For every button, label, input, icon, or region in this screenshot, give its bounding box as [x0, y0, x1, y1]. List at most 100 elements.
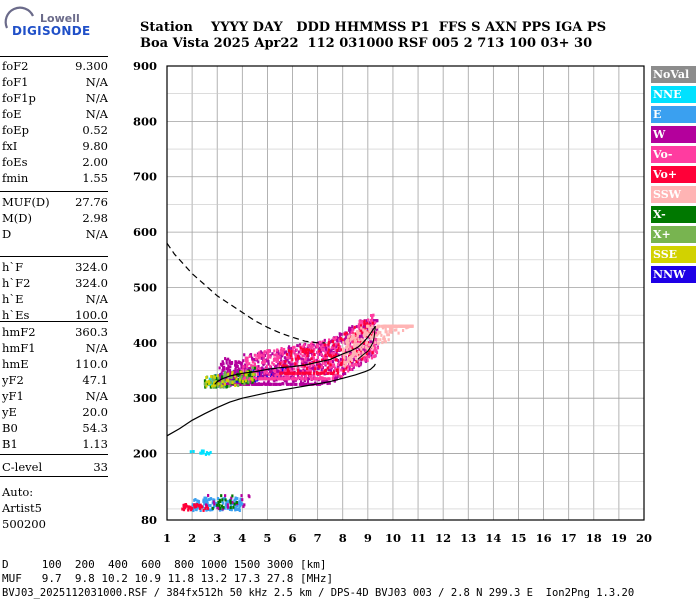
echo-point [350, 359, 354, 363]
echo-point [274, 364, 277, 368]
echo-point [315, 371, 319, 375]
header-line-1: Station YYYY DAY DDD HHMMSS P1 FFS S AXN… [140, 20, 607, 35]
echo-point [328, 371, 331, 375]
echo-point [237, 501, 240, 505]
parameter-name: D [2, 227, 12, 241]
echo-point [305, 362, 308, 366]
echo-point [235, 501, 238, 505]
echo-point [217, 503, 220, 507]
x-tick-label: 5 [263, 531, 271, 545]
echo-point [367, 324, 370, 328]
echo-point [205, 499, 209, 503]
echo-point [337, 343, 340, 347]
echo-point [343, 332, 346, 336]
echo-point [317, 382, 320, 386]
parameter-value: 9.80 [82, 139, 108, 153]
parameter-name: h`Es [2, 308, 30, 322]
echo-point [351, 349, 354, 353]
echo-point [191, 503, 194, 507]
echo-point [318, 349, 321, 353]
echo-point [261, 377, 264, 381]
echo-point [284, 361, 287, 365]
y-tick-label: 600 [133, 225, 157, 239]
echo-point [184, 506, 187, 510]
echo-point [248, 354, 251, 358]
echo-point [260, 353, 263, 357]
logo-text-lowell: Lowell [40, 12, 80, 25]
echo-point [351, 360, 354, 364]
parameter-name: foF1p [2, 91, 36, 105]
echo-point [207, 503, 210, 507]
legend-item: SSE [651, 246, 696, 263]
echo-point [308, 377, 311, 381]
echo-point [218, 499, 221, 503]
echo-point [331, 377, 335, 381]
echo-point [328, 367, 331, 371]
echo-point [351, 329, 354, 333]
echo-point [286, 382, 289, 386]
echo-point [352, 336, 356, 340]
x-tick-label: 1 [163, 531, 171, 545]
echo-point [203, 379, 207, 383]
echo-point [381, 324, 384, 328]
parameter-separator [0, 256, 108, 257]
echo-point [287, 349, 290, 353]
parameter-name: foEp [2, 123, 29, 137]
echo-point [343, 360, 346, 364]
echo-point [276, 348, 279, 352]
echo-point [365, 352, 369, 356]
echo-point [285, 364, 288, 368]
echo-point [317, 377, 320, 381]
echo-point [347, 359, 350, 363]
echo-point [244, 382, 248, 386]
echo-point [266, 356, 269, 360]
echo-point [351, 325, 354, 329]
echo-point [343, 337, 347, 341]
echo-point [258, 377, 261, 381]
echo-point [301, 359, 304, 363]
echo-point [309, 382, 312, 386]
echo-point [368, 321, 372, 325]
echo-point [276, 369, 279, 373]
parameter-name: foF2 [2, 59, 29, 73]
echo-point [283, 364, 287, 368]
echo-point [202, 500, 206, 504]
echo-point [221, 380, 224, 384]
echo-point [360, 337, 363, 341]
echo-point [306, 380, 310, 384]
parameter-separator [0, 191, 108, 192]
echo-point [327, 344, 330, 348]
echo-point [300, 357, 303, 361]
echo-point [267, 379, 270, 383]
echo-point [357, 358, 361, 362]
x-tick-label: 4 [238, 531, 246, 545]
parameter-row: hmF2 360.3 [2, 324, 108, 340]
echo-point [383, 339, 386, 343]
echo-point [358, 351, 361, 355]
echo-point [310, 374, 313, 378]
echo-point [304, 369, 307, 373]
echo-point [221, 360, 224, 364]
legend-item: NNW [651, 266, 696, 283]
echo-point [234, 383, 237, 387]
echo-point [263, 382, 266, 386]
echo-point [258, 355, 262, 359]
echo-point [220, 371, 223, 375]
echo-point [307, 367, 310, 371]
echo-point [322, 377, 325, 381]
echo-point [309, 342, 313, 346]
echo-point [262, 351, 266, 355]
echo-point [384, 340, 387, 344]
echo-point [298, 382, 302, 386]
echo-point [290, 346, 293, 350]
legend-item: NNE [651, 86, 696, 103]
echo-point [228, 375, 231, 379]
echo-point [363, 322, 366, 326]
echo-point [340, 368, 343, 372]
echo-point [219, 385, 222, 389]
echo-point [328, 350, 332, 354]
echo-point [272, 358, 276, 362]
echo-point [281, 376, 284, 380]
echo-point [319, 340, 322, 344]
echo-point [301, 371, 304, 375]
